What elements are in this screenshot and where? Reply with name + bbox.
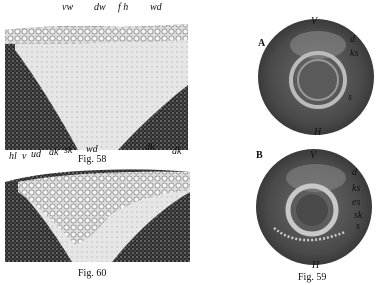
fig-58-drawing xyxy=(5,24,188,150)
label: d xyxy=(350,34,356,45)
label: s xyxy=(348,92,352,103)
label: es xyxy=(352,197,360,208)
label: wd xyxy=(86,144,99,155)
label: dk xyxy=(172,146,182,157)
label: vw xyxy=(62,2,73,13)
label: sk xyxy=(354,210,363,221)
label: s xyxy=(356,221,360,232)
label: v xyxy=(22,151,27,162)
fig-60-drawing xyxy=(5,169,190,262)
label: sk xyxy=(64,145,73,156)
label: H xyxy=(313,127,322,138)
label: dw xyxy=(94,2,106,13)
label: dk xyxy=(145,142,155,153)
label: ks xyxy=(350,48,358,59)
label: hl xyxy=(9,151,17,162)
panel-letter: A xyxy=(258,38,266,49)
caption: Fig. 59 xyxy=(298,272,326,283)
label: f h xyxy=(118,2,128,13)
caption: Fig. 58 xyxy=(78,154,106,165)
label: ks xyxy=(352,183,360,194)
fig-59b-drawing xyxy=(256,149,372,265)
label: H xyxy=(311,260,320,271)
panel-letter: B xyxy=(256,150,263,161)
label: wd xyxy=(150,2,163,13)
label: ud xyxy=(31,149,42,160)
caption: Fig. 60 xyxy=(78,268,106,279)
label: d xyxy=(352,167,358,178)
fig-59a-drawing xyxy=(258,19,374,135)
label: V xyxy=(310,150,318,161)
label: V xyxy=(311,16,319,27)
label: ak xyxy=(49,147,59,158)
